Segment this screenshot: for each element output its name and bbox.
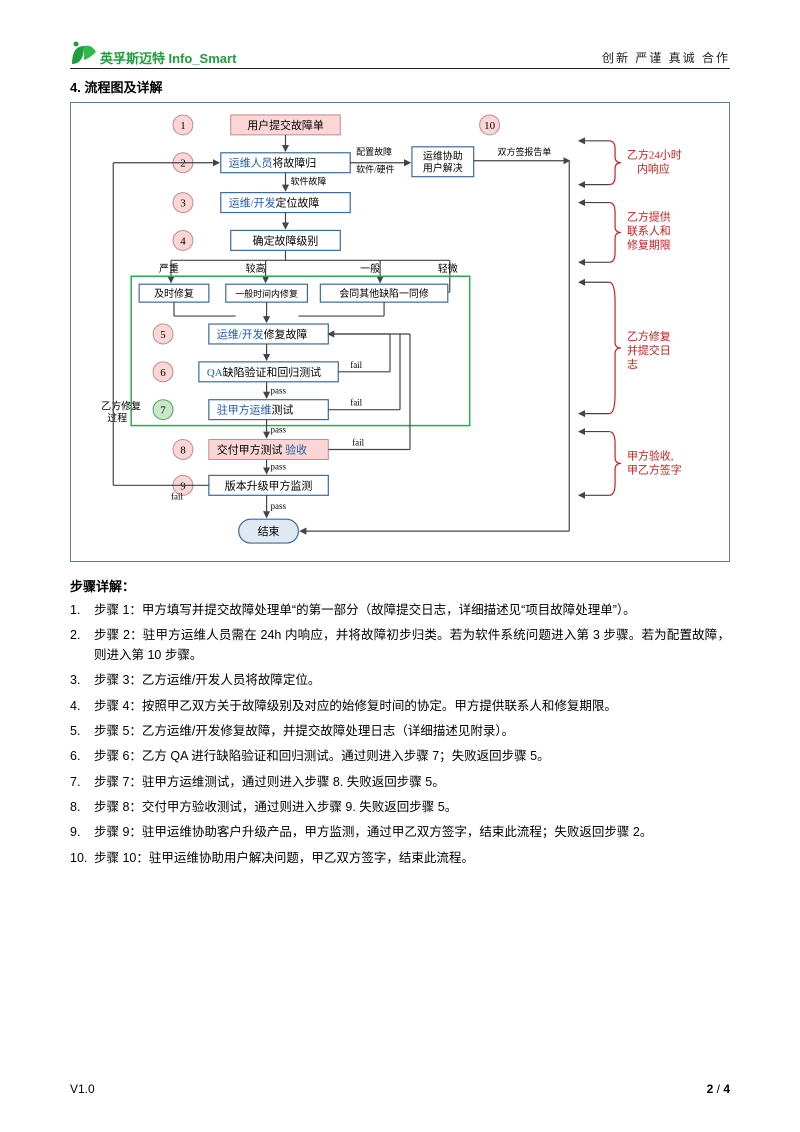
- svg-text:结束: 结束: [258, 525, 280, 538]
- svg-text:fail: fail: [350, 398, 362, 408]
- svg-text:会同其他缺陷一同修: 会同其他缺陷一同修: [339, 287, 429, 300]
- svg-text:2: 2: [180, 158, 185, 170]
- list-item: 6.步骤 6：乙方 QA 进行缺陷验证和回归测试。通过则进入步骤 7；失败返回步…: [70, 747, 730, 766]
- svg-text:pass: pass: [271, 425, 287, 435]
- flowchart: 1 2 3 4 5 6 7 8 9 10 用户提交故障单 运维人员将故障归 配置…: [70, 102, 730, 562]
- svg-text:5: 5: [160, 329, 166, 341]
- svg-text:4: 4: [180, 235, 186, 247]
- svg-text:用户提交故障单: 用户提交故障单: [247, 118, 324, 132]
- svg-text:甲乙方签字: 甲乙方签字: [627, 462, 682, 476]
- list-item: 10.步骤 10：驻甲运维协助用户解决问题，甲乙双方签字，结束此流程。: [70, 849, 730, 868]
- page-number: 2 / 4: [707, 1082, 730, 1096]
- svg-text:1: 1: [180, 120, 185, 132]
- list-item: 8.步骤 8：交付甲方验收测试，通过则进入步骤 9. 失败返回步骤 5。: [70, 798, 730, 817]
- svg-text:内响应: 内响应: [637, 162, 670, 176]
- svg-text:fail: fail: [171, 491, 183, 501]
- list-item: 2.步骤 2：驻甲方运维人员需在 24h 内响应，并将故障初步归类。若为软件系统…: [70, 626, 730, 665]
- svg-text:运维人员将故障归: 运维人员将故障归: [229, 156, 316, 170]
- svg-text:fail: fail: [352, 438, 364, 448]
- svg-text:驻甲方运维测试: 驻甲方运维测试: [217, 403, 294, 417]
- svg-text:双方签报告单: 双方签报告单: [498, 146, 552, 157]
- svg-text:并提交日: 并提交日: [627, 343, 671, 357]
- svg-text:7: 7: [160, 405, 166, 417]
- logo: 英孚斯迈特 Info_Smart: [70, 40, 236, 66]
- svg-text:运维/开发修复故障: 运维/开发修复故障: [217, 327, 308, 341]
- svg-text:较高: 较高: [246, 262, 266, 275]
- svg-text:运维协助: 运维协助: [423, 150, 463, 163]
- svg-text:3: 3: [180, 198, 186, 210]
- header-motto: 创新 严谨 真诚 合作: [602, 49, 730, 66]
- section-title: 4. 流程图及详解: [70, 77, 730, 96]
- steps-title: 步骤详解：: [70, 576, 730, 595]
- logo-text: 英孚斯迈特 Info_Smart: [100, 52, 236, 66]
- svg-text:配置故障: 配置故障: [356, 146, 392, 157]
- svg-text:交付甲方测试 验收: 交付甲方测试 验收: [217, 442, 307, 456]
- svg-text:轻微: 轻微: [438, 262, 458, 275]
- svg-text:乙方提供: 乙方提供: [627, 209, 671, 223]
- version-label: V1.0: [70, 1082, 95, 1096]
- page-footer: V1.0 2 / 4: [70, 1082, 730, 1096]
- svg-text:6: 6: [160, 367, 166, 379]
- svg-text:一般: 一般: [360, 262, 380, 275]
- svg-text:乙方修复: 乙方修复: [101, 400, 141, 413]
- svg-text:修复期限: 修复期限: [627, 237, 671, 251]
- svg-text:软件/硬件: 软件/硬件: [356, 164, 394, 175]
- list-item: 1.步骤 1：甲方填写并提交故障处理单“的第一部分（故障提交日志，详细描述见“项…: [70, 601, 730, 620]
- svg-text:版本升级甲方监测: 版本升级甲方监测: [225, 478, 313, 492]
- svg-text:一般时间内修复: 一般时间内修复: [235, 288, 298, 299]
- svg-text:8: 8: [180, 444, 186, 456]
- svg-text:软件故障: 软件故障: [290, 176, 326, 187]
- list-item: 9.步骤 9：驻甲运维协助客户升级产品，甲方监测，通过甲乙双方签字，结束此流程；…: [70, 823, 730, 842]
- svg-text:pass: pass: [271, 461, 287, 471]
- svg-text:严重: 严重: [159, 262, 179, 275]
- svg-text:pass: pass: [271, 386, 287, 396]
- logo-icon: [70, 40, 98, 66]
- page-header: 英孚斯迈特 Info_Smart 创新 严谨 真诚 合作: [70, 40, 730, 69]
- svg-text:志: 志: [627, 358, 638, 371]
- list-item: 5.步骤 5：乙方运维/开发修复故障，并提交故障处理日志（详细描述见附录）。: [70, 722, 730, 741]
- svg-text:乙方24小时: 乙方24小时: [627, 148, 682, 162]
- list-item: 4.步骤 4：按照甲乙双方关于故障级别及对应的始修复时间的协定。甲方提供联系人和…: [70, 697, 730, 716]
- svg-text:用户解决: 用户解决: [423, 162, 463, 175]
- svg-text:fail: fail: [350, 360, 362, 370]
- steps-list: 1.步骤 1：甲方填写并提交故障处理单“的第一部分（故障提交日志，详细描述见“项…: [70, 601, 730, 868]
- svg-text:甲方验收,: 甲方验收,: [627, 448, 674, 462]
- svg-text:运维/开发定位故障: 运维/开发定位故障: [229, 196, 320, 210]
- svg-text:10: 10: [484, 120, 495, 132]
- list-item: 7.步骤 7：驻甲方运维测试，通过则进入步骤 8. 失败返回步骤 5。: [70, 773, 730, 792]
- svg-text:联系人和: 联系人和: [627, 224, 671, 237]
- svg-text:过程: 过程: [107, 412, 127, 425]
- svg-text:QA缺陷验证和回归测试: QA缺陷验证和回归测试: [207, 365, 321, 379]
- svg-text:及时修复: 及时修复: [154, 287, 194, 300]
- svg-text:确定故障级别: 确定故障级别: [253, 233, 319, 247]
- svg-text:pass: pass: [271, 501, 287, 511]
- list-item: 3.步骤 3：乙方运维/开发人员将故障定位。: [70, 671, 730, 690]
- svg-text:乙方修复: 乙方修复: [627, 329, 671, 343]
